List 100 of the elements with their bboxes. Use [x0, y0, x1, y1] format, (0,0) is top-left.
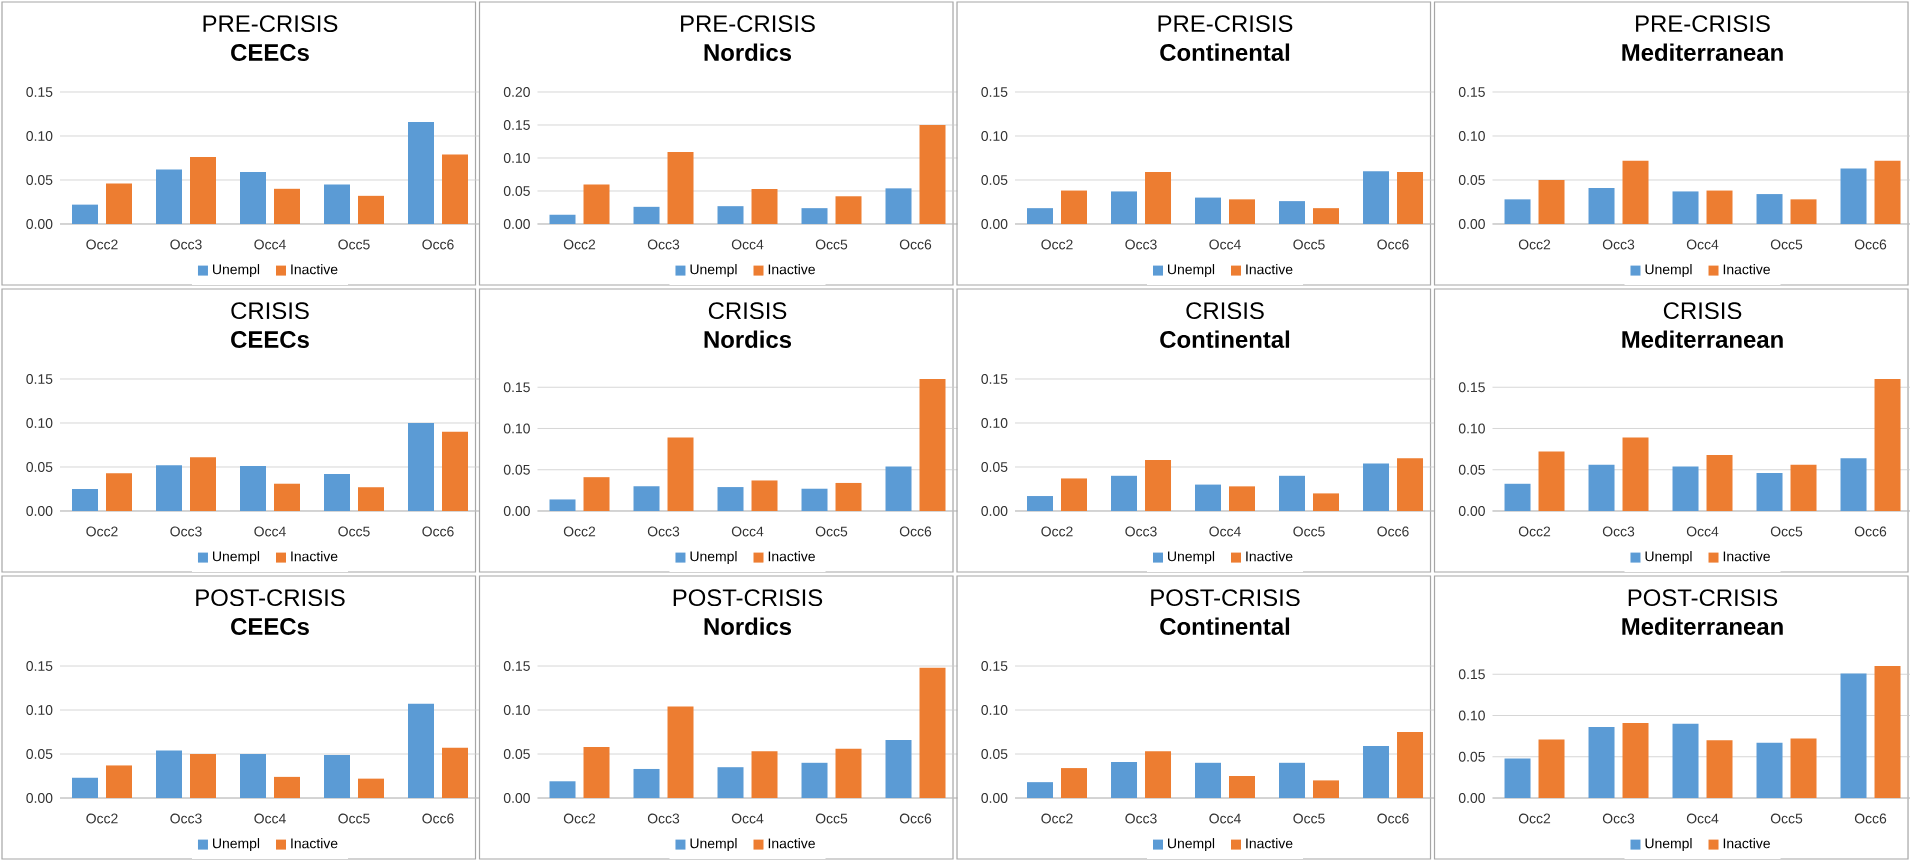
y-tick-label: 0.05 — [981, 462, 1008, 472]
legend-label: Unempl — [1645, 551, 1692, 565]
x-tick-label: Occ3 — [170, 813, 202, 824]
chart-subtitle: Continental — [1160, 617, 1290, 635]
x-tick-label: Occ4 — [254, 813, 286, 824]
bar — [190, 157, 216, 224]
x-tick-label: Occ5 — [1770, 239, 1803, 250]
x-tick-label: Occ2 — [86, 526, 118, 537]
bar — [1538, 179, 1565, 224]
x-tick-label: Occ6 — [1854, 813, 1887, 824]
bar — [1538, 451, 1565, 511]
x-tick-label: Occ5 — [1770, 526, 1803, 537]
legend-label: Unempl — [213, 551, 260, 565]
bar — [1229, 776, 1256, 798]
x-tick-label: Occ6 — [1854, 526, 1887, 537]
y-tick-label: 0.00 — [981, 506, 1008, 516]
x-tick-label: Occ2 — [563, 526, 596, 537]
legend-label: Unempl — [1645, 264, 1692, 278]
y-tick-label: 0.15 — [1458, 87, 1485, 97]
x-tick-label: Occ4 — [1209, 813, 1241, 824]
bar — [751, 189, 778, 224]
bar — [1840, 458, 1867, 511]
bar — [1061, 190, 1088, 224]
y-tick-label: 0.00 — [26, 793, 53, 803]
bar — [1622, 437, 1649, 511]
legend-label: Unempl — [213, 264, 260, 278]
bar — [1504, 758, 1531, 798]
y-tick-label: 0.05 — [26, 462, 53, 472]
y-tick-label: 0.05 — [503, 186, 530, 196]
y-tick-label: 0.05 — [981, 175, 1008, 185]
y-tick-label: 0.00 — [981, 219, 1008, 229]
legend-label: Inactive — [291, 264, 338, 275]
bar — [274, 188, 300, 224]
bar — [1145, 751, 1172, 798]
y-tick-label: 0.00 — [503, 793, 530, 803]
bar — [1790, 464, 1817, 511]
bar — [1061, 768, 1088, 798]
bar — [1706, 454, 1733, 511]
bar — [801, 762, 828, 798]
x-tick-label: Occ3 — [647, 239, 680, 250]
x-tick-label: Occ4 — [731, 813, 764, 824]
bar — [1195, 197, 1222, 224]
x-tick-label: Occ2 — [86, 239, 118, 250]
y-tick-label: 0.00 — [981, 793, 1008, 803]
chart-title: PRE-CRISIS — [681, 15, 815, 33]
y-tick-label: 0.00 — [26, 219, 53, 229]
bar — [106, 473, 132, 511]
x-tick-label: Occ3 — [647, 813, 680, 824]
chart-subtitle: Nordics — [704, 43, 792, 61]
x-tick-label: Occ6 — [1377, 239, 1409, 250]
x-tick-label: Occ2 — [563, 813, 596, 824]
y-tick-label: 0.10 — [503, 153, 530, 163]
y-tick-label: 0.10 — [981, 418, 1008, 428]
y-tick-label: 0.10 — [1458, 131, 1485, 141]
bar — [72, 204, 98, 224]
legend-label: Inactive — [1723, 551, 1770, 562]
chart-subtitle: Continental — [1160, 43, 1290, 61]
x-tick-label: Occ5 — [338, 526, 370, 537]
chart-subtitle: Nordics — [704, 617, 792, 635]
bar — [1363, 463, 1390, 511]
y-tick-label: 0.15 — [503, 661, 530, 671]
x-tick-label: Occ5 — [1293, 813, 1325, 824]
bar — [1027, 782, 1054, 798]
bar — [1279, 201, 1306, 224]
y-tick-label: 0.05 — [1458, 751, 1485, 762]
x-tick-label: Occ5 — [1770, 813, 1803, 824]
bar — [1111, 191, 1138, 224]
bar — [919, 667, 946, 798]
y-tick-label: 0.00 — [1458, 506, 1485, 516]
x-tick-label: Occ5 — [338, 813, 370, 824]
y-tick-label: 0.15 — [26, 661, 53, 671]
chart-subtitle: CEECs — [231, 618, 309, 635]
y-tick-label: 0.10 — [503, 705, 530, 715]
y-tick-label: 0.10 — [1458, 423, 1485, 434]
bar — [324, 474, 350, 511]
y-tick-label: 0.15 — [981, 661, 1008, 671]
bar — [633, 486, 660, 511]
legend-label: Inactive — [1246, 264, 1293, 275]
chart-subtitle: Mediterranean — [1622, 330, 1783, 348]
bar — [835, 482, 862, 511]
legend-label: Unempl — [690, 551, 737, 565]
bar — [1145, 172, 1172, 224]
y-tick-label: 0.05 — [503, 464, 530, 475]
bar — [1874, 379, 1901, 511]
chart-subtitle: Continental — [1160, 330, 1290, 348]
legend-label: Inactive — [1723, 838, 1770, 849]
x-tick-label: Occ6 — [899, 526, 932, 537]
y-tick-label: 0.00 — [503, 506, 530, 516]
y-tick-label: 0.10 — [981, 131, 1008, 141]
x-tick-label: Occ6 — [422, 526, 454, 537]
y-tick-label: 0.15 — [26, 374, 53, 384]
bar — [1027, 496, 1054, 511]
bar — [408, 703, 434, 798]
x-tick-label: Occ3 — [1602, 813, 1635, 824]
x-tick-label: Occ5 — [1293, 526, 1325, 537]
bar — [1111, 475, 1138, 511]
y-tick-label: 0.15 — [503, 382, 530, 393]
bar — [885, 739, 912, 798]
bar — [1622, 722, 1649, 798]
x-tick-label: Occ5 — [815, 526, 848, 537]
